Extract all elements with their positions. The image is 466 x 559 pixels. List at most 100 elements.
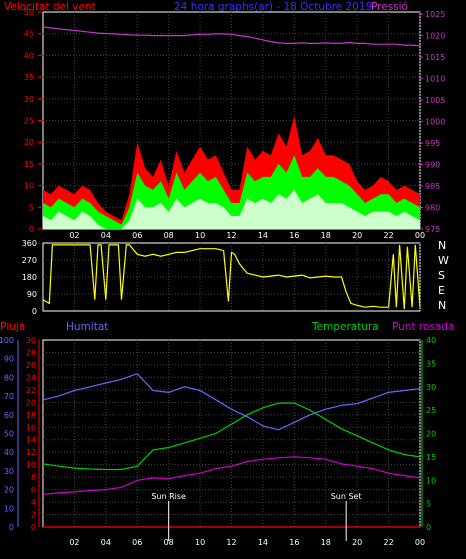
rain-y-tick-label: 0 xyxy=(31,523,36,532)
wind-chart: 0510152025303540455097598098599099510001… xyxy=(24,8,446,240)
humidity-y-tick-label: 100 xyxy=(0,336,14,345)
temperature-y-tick-label: 35 xyxy=(426,359,436,368)
wind-y-tick-label: 10 xyxy=(24,182,34,191)
pressure-y-tick-label: 980 xyxy=(425,204,440,213)
temperature-y-tick-label: 25 xyxy=(426,406,436,415)
humidity-label: Humitat xyxy=(66,321,108,333)
wind-x-tick-label: 14 xyxy=(258,231,268,240)
compass-label: S xyxy=(438,269,445,282)
rain-y-tick-label: 30 xyxy=(26,336,36,345)
pressure-y-tick-label: 995 xyxy=(425,139,440,148)
wind-y-tick-label: 50 xyxy=(24,8,34,17)
dewpoint-label: Punt rosada xyxy=(392,321,454,333)
rain-y-tick-label: 16 xyxy=(26,423,36,432)
thp-x-tick-label: 00 xyxy=(415,538,425,547)
rain-y-tick-label: 12 xyxy=(26,448,36,457)
compass-label: W xyxy=(438,254,449,267)
rain-y-tick-label: 8 xyxy=(31,473,36,482)
pressure-line xyxy=(42,26,421,47)
rain-label: Pluja xyxy=(0,321,25,333)
temperature-y-tick-label: 5 xyxy=(426,500,431,509)
sunset-label: Sun Set xyxy=(331,492,362,501)
rain-y-tick-label: 4 xyxy=(31,498,36,507)
pressure-y-tick-label: 990 xyxy=(425,161,440,170)
wind-x-tick-label: 16 xyxy=(289,231,299,240)
wind-y-tick-label: 45 xyxy=(24,30,34,39)
wind-y-tick-label: 25 xyxy=(24,117,34,126)
temperature-y-tick-label: 10 xyxy=(426,476,436,485)
wind-x-tick-label: 00 xyxy=(415,231,425,240)
wind-x-tick-label: 02 xyxy=(69,231,79,240)
compass-label: N xyxy=(438,299,446,312)
wind-y-tick-label: 20 xyxy=(24,138,34,147)
thp-x-tick-label: 04 xyxy=(101,538,111,547)
wind-x-tick-label: 12 xyxy=(226,231,236,240)
wind-x-tick-label: 10 xyxy=(195,231,205,240)
wind-x-tick-label: 04 xyxy=(101,231,111,240)
thp-x-tick-label: 18 xyxy=(321,538,331,547)
wind-minimum-area xyxy=(43,189,420,229)
thp-x-tick-label: 10 xyxy=(195,538,205,547)
temperature-y-tick-label: 15 xyxy=(426,453,436,462)
chart-title: 24 hora graphs(ar) - 18 Octubre 2019 xyxy=(174,1,372,13)
humidity-line xyxy=(42,373,421,431)
rain-y-tick-label: 28 xyxy=(26,348,36,357)
humidity-y-tick-label: 90 xyxy=(4,355,14,364)
wind-y-tick-label: 15 xyxy=(24,160,34,169)
rain-y-tick-label: 14 xyxy=(26,436,36,445)
temperature-y-tick-label: 40 xyxy=(426,336,436,345)
temperature-y-tick-label: 30 xyxy=(426,383,436,392)
humidity-y-tick-label: 60 xyxy=(4,411,14,420)
thp-x-tick-label: 06 xyxy=(132,538,142,547)
wind-y-tick-label: 5 xyxy=(29,203,34,212)
humidity-y-tick-label: 80 xyxy=(4,373,14,382)
humidity-y-tick-label: 0 xyxy=(9,523,14,532)
compass-label: E xyxy=(438,284,445,297)
pressure-label: Pressió xyxy=(371,1,408,13)
humidity-y-tick-label: 70 xyxy=(4,392,14,401)
temperature-humidity-chart: 0102030405060708090100024681012141618202… xyxy=(0,336,436,547)
pressure-y-tick-label: 985 xyxy=(425,182,440,191)
pressure-y-tick-label: 1015 xyxy=(425,53,445,62)
wind-y-tick-label: 35 xyxy=(24,73,34,82)
wind-x-tick-label: 18 xyxy=(321,231,331,240)
rain-y-tick-label: 20 xyxy=(26,398,36,407)
temperature-y-tick-label: 20 xyxy=(426,430,436,439)
thp-x-tick-label: 12 xyxy=(226,538,236,547)
direction-y-tick-label: 90 xyxy=(27,290,37,299)
direction-y-tick-label: 180 xyxy=(22,273,37,282)
temperature-line xyxy=(42,402,421,471)
wind-y-tick-label: 0 xyxy=(29,225,34,234)
direction-y-tick-label: 360 xyxy=(22,239,37,248)
rain-y-tick-label: 10 xyxy=(26,461,36,470)
rain-y-tick-label: 6 xyxy=(31,486,36,495)
thp-x-tick-label: 20 xyxy=(352,538,362,547)
thp-x-tick-label: 14 xyxy=(258,538,268,547)
direction-y-tick-label: 0 xyxy=(32,307,37,316)
direction-y-tick-label: 270 xyxy=(22,256,37,265)
temperature-label: Temperatura xyxy=(311,321,379,333)
temperature-y-tick-label: 0 xyxy=(426,523,431,532)
wind-x-tick-label: 06 xyxy=(132,231,142,240)
humidity-y-tick-label: 40 xyxy=(4,448,14,457)
humidity-y-tick-label: 50 xyxy=(4,430,14,439)
pressure-y-tick-label: 1020 xyxy=(425,32,445,41)
rain-y-tick-label: 18 xyxy=(26,411,36,420)
humidity-y-tick-label: 30 xyxy=(4,467,14,476)
humidity-y-tick-label: 20 xyxy=(4,486,14,495)
thp-x-tick-label: 22 xyxy=(383,538,393,547)
sunrise-label: Sun Rise xyxy=(151,492,186,501)
rain-y-tick-label: 26 xyxy=(26,361,36,370)
wind-x-tick-label: 22 xyxy=(383,231,393,240)
wind-y-tick-label: 30 xyxy=(24,95,34,104)
humidity-y-tick-label: 10 xyxy=(4,504,14,513)
rain-y-tick-label: 2 xyxy=(31,511,36,520)
wind-direction-line xyxy=(42,244,421,310)
rain-y-tick-label: 24 xyxy=(26,373,36,382)
wind-x-tick-label: 08 xyxy=(164,231,174,240)
pressure-y-tick-label: 1005 xyxy=(425,96,445,105)
pressure-y-tick-label: 975 xyxy=(425,225,440,234)
thp-x-tick-label: 02 xyxy=(69,538,79,547)
wind-speed-label: Velocitat del vent xyxy=(4,1,96,13)
